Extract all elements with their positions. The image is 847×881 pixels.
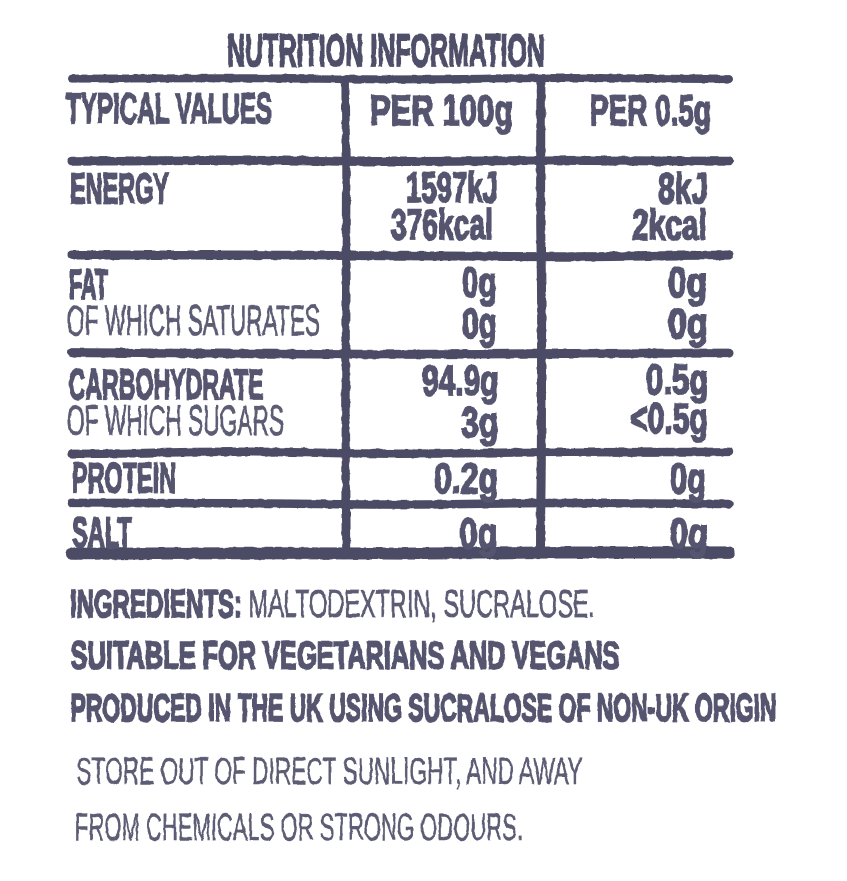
svg-text:0g: 0g (460, 511, 498, 558)
svg-text:OF WHICH SUGARS: OF WHICH SUGARS (67, 398, 284, 445)
svg-text:0g: 0g (670, 456, 706, 503)
svg-text:0g: 0g (462, 301, 497, 348)
svg-text:PRODUCED IN THE UK USING SUCRA: PRODUCED IN THE UK USING SUCRALOSE OF NO… (71, 687, 777, 730)
svg-text:3g: 3g (461, 400, 499, 447)
svg-text:CARBOHYDRATE: CARBOHYDRATE (69, 362, 264, 409)
svg-text:0.5g: 0.5g (646, 357, 709, 404)
svg-text:376kcal: 376kcal (391, 202, 493, 249)
svg-text:0g: 0g (462, 260, 497, 307)
svg-text:PER 100g: PER 100g (370, 87, 513, 135)
svg-text:1597kJ: 1597kJ (406, 165, 498, 212)
svg-text:FROM CHEMICALS OR STRONG ODOUR: FROM CHEMICALS OR STRONG ODOURS. (75, 807, 523, 849)
svg-text:MALTODEXTRIN, SUCRALOSE.: MALTODEXTRIN, SUCRALOSE. (249, 583, 596, 626)
svg-text:0g: 0g (668, 301, 708, 348)
svg-text:FAT: FAT (69, 262, 108, 309)
svg-text:ENERGY: ENERGY (70, 166, 169, 213)
svg-text:STORE OUT OF DIRECT SUNLIGHT,: STORE OUT OF DIRECT SUNLIGHT, AND AWAY (77, 751, 583, 793)
svg-text:PER 0.5g: PER 0.5g (590, 87, 711, 135)
svg-text:<0.5g: <0.5g (630, 396, 708, 443)
svg-text:SUITABLE FOR VEGETARIANS AND V: SUITABLE FOR VEGETARIANS AND VEGANS (71, 635, 620, 678)
svg-text:8kJ: 8kJ (658, 166, 708, 213)
svg-text:2kcal: 2kcal (632, 203, 707, 250)
svg-text:0.2g: 0.2g (434, 456, 498, 503)
svg-text:OF WHICH SATURATES: OF WHICH SATURATES (67, 298, 320, 345)
svg-text:TYPICAL VALUES: TYPICAL VALUES (66, 85, 272, 133)
svg-text:0g: 0g (668, 260, 707, 307)
svg-text:PROTEIN: PROTEIN (72, 456, 176, 503)
svg-text:0g: 0g (670, 511, 708, 558)
svg-text:INGREDIENTS:: INGREDIENTS: (70, 583, 242, 626)
svg-text:SALT: SALT (72, 510, 132, 557)
svg-text:NUTRITION INFORMATION: NUTRITION INFORMATION (227, 25, 545, 76)
svg-text:94.9g: 94.9g (422, 358, 499, 405)
